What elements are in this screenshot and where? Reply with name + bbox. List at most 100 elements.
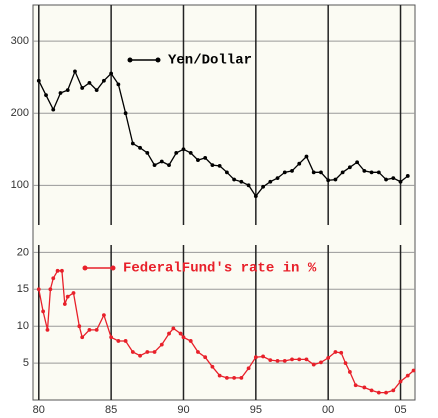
data-point	[94, 88, 99, 93]
data-point	[376, 390, 381, 395]
data-point	[145, 350, 150, 354]
data-point	[94, 327, 99, 332]
data-point	[311, 362, 316, 367]
data-point	[152, 163, 157, 168]
data-point	[326, 178, 331, 183]
data-point	[159, 342, 164, 347]
data-point	[102, 313, 106, 318]
data-point	[210, 364, 215, 369]
data-point	[398, 379, 403, 384]
data-point	[369, 170, 374, 175]
x-tick-label: 80	[33, 404, 45, 416]
data-point	[167, 163, 171, 168]
data-point	[80, 335, 85, 340]
data-point	[304, 357, 309, 362]
data-point	[102, 78, 106, 83]
data-point	[87, 327, 92, 332]
data-point	[196, 350, 200, 354]
data-point	[275, 176, 280, 181]
data-point	[145, 150, 150, 155]
data-point	[73, 69, 77, 74]
data-point	[65, 294, 70, 299]
data-point	[339, 350, 344, 355]
data-point	[123, 111, 128, 116]
data-point	[239, 179, 244, 184]
data-point	[384, 390, 388, 395]
data-point	[188, 150, 193, 155]
x-tick-label: 05	[394, 404, 406, 416]
data-point	[44, 93, 48, 98]
data-point	[376, 170, 381, 175]
data-point	[224, 170, 229, 175]
data-point	[210, 163, 215, 168]
data-point	[290, 357, 294, 362]
data-point	[282, 358, 287, 363]
y-tick-label: 100	[11, 179, 29, 191]
data-point	[347, 370, 352, 374]
data-point	[253, 355, 258, 360]
y-tick-label: 10	[17, 320, 29, 332]
data-point	[217, 373, 222, 378]
data-point	[171, 326, 176, 331]
data-point	[239, 375, 244, 380]
data-point	[109, 71, 114, 76]
plot-background	[32, 4, 416, 401]
data-point	[362, 169, 367, 173]
data-point	[275, 358, 280, 363]
data-point	[87, 81, 92, 85]
legend-marker	[82, 265, 88, 271]
data-point	[391, 388, 396, 393]
data-point	[65, 88, 70, 93]
data-point	[109, 335, 114, 340]
data-point	[405, 174, 410, 178]
data-point	[304, 154, 309, 159]
legend-marker	[127, 57, 133, 63]
data-point	[333, 177, 338, 182]
data-point	[224, 375, 229, 380]
data-point	[71, 291, 76, 295]
y-tick-label: 20	[17, 246, 29, 258]
data-point	[203, 156, 208, 160]
data-point	[232, 375, 237, 380]
data-point	[217, 163, 222, 168]
y-tick-label: 300	[11, 35, 29, 47]
legend-label: FederalFund's rate in %	[123, 261, 317, 277]
data-point	[297, 161, 302, 166]
data-point	[51, 107, 56, 112]
data-point	[311, 170, 316, 175]
data-point	[405, 373, 410, 378]
x-tick-label: 85	[105, 404, 117, 416]
data-point	[268, 358, 273, 363]
data-point	[77, 324, 82, 329]
data-point	[62, 302, 67, 306]
data-point	[36, 287, 41, 292]
data-point	[319, 360, 323, 365]
data-point	[246, 183, 251, 188]
data-point	[232, 177, 237, 182]
data-point	[326, 356, 331, 360]
data-point	[355, 160, 360, 165]
data-point	[261, 184, 265, 189]
data-point	[48, 287, 53, 292]
data-point	[347, 165, 352, 170]
data-point	[282, 170, 287, 175]
data-point	[340, 170, 345, 175]
x-tick-label: 00	[322, 404, 334, 416]
data-point	[58, 91, 63, 95]
data-point	[80, 86, 85, 90]
data-point	[188, 339, 193, 343]
y-tick-label: 200	[11, 107, 29, 119]
data-point	[116, 339, 121, 343]
y-tick-label: 5	[23, 357, 29, 369]
data-point	[181, 147, 186, 152]
data-point	[167, 331, 171, 336]
data-point	[45, 327, 50, 332]
data-point	[196, 158, 200, 162]
data-point	[203, 355, 208, 360]
data-point	[178, 331, 183, 336]
data-point	[116, 82, 121, 87]
data-point	[138, 353, 142, 358]
data-point	[123, 339, 128, 343]
data-point	[36, 78, 41, 83]
